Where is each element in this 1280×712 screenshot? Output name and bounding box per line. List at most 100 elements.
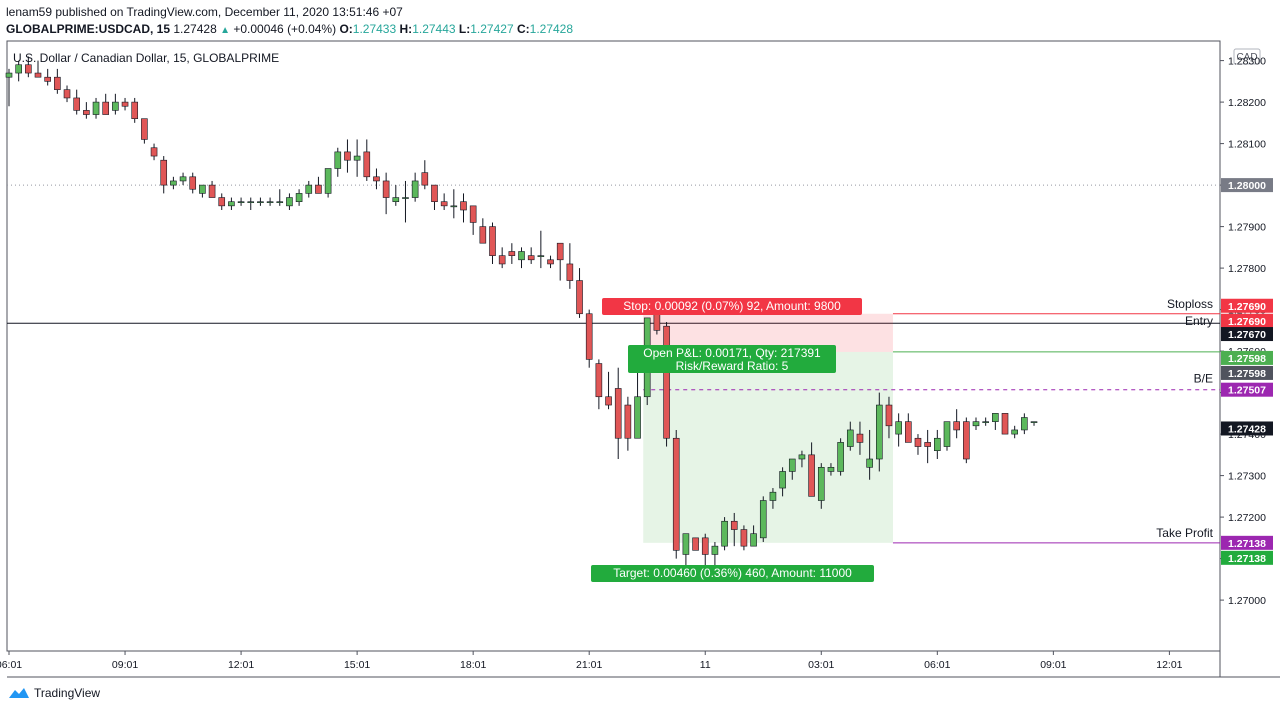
last-price-badge-text: 1.27428 (1228, 423, 1266, 435)
candle-up (247, 201, 255, 203)
candle-down (469, 205, 477, 223)
open-value: 1.27433 (352, 22, 397, 36)
candle-down (963, 421, 970, 460)
candle-down (54, 76, 61, 90)
dotted-price-badge-text: 1.28000 (1228, 180, 1266, 192)
stop-info-box-text: Stop: 0.00092 (0.07%) 92, Amount: 9800 (623, 299, 841, 313)
candle-down (44, 76, 51, 82)
stoploss-badge-2-text: 1.27690 (1228, 316, 1266, 328)
publisher-line: lenam59 published on TradingView.com, De… (6, 5, 403, 19)
x-tick-label: 12:01 (1156, 659, 1182, 671)
current-price-badge-text: 1.27670 (1228, 329, 1266, 341)
candle-up (875, 404, 883, 460)
entry-badge (1221, 350, 1273, 365)
candle-up (837, 442, 844, 472)
change-value: +0.00046 (+0.04%) (233, 22, 337, 36)
candle-up (392, 197, 400, 203)
candle-down (808, 454, 815, 497)
be-label: B/E (1194, 372, 1213, 386)
take-profit-badge-2-text: 1.27138 (1228, 553, 1266, 565)
candle-up (276, 201, 284, 203)
candle-down (663, 325, 670, 439)
candle-up (711, 545, 719, 555)
candle-down (624, 404, 632, 439)
stoploss-label: Stoploss (1167, 297, 1213, 311)
candle-down (102, 101, 109, 115)
candle-down (479, 226, 487, 244)
candle-up (682, 533, 690, 555)
candle-down (25, 64, 32, 74)
candle-down (131, 101, 139, 119)
candle-down (856, 433, 864, 443)
candle-down (614, 388, 622, 439)
x-tick-label: 18:01 (460, 659, 486, 671)
currency-badge (1233, 48, 1261, 65)
candle-down (672, 437, 680, 551)
take-profit-label: Take Profit (1156, 526, 1213, 540)
low-value: 1.27427 (470, 22, 514, 36)
take-profit-badge-2 (1221, 550, 1273, 565)
y-tick-label: 1.28300 (1228, 56, 1266, 68)
candle-up (450, 205, 458, 208)
entry-badge-2-text: 1.27598 (1228, 368, 1266, 380)
entry-badge-text: 1.27598 (1228, 353, 1266, 365)
candle-down (527, 255, 535, 261)
current-price-badge (1221, 327, 1273, 342)
entry-badge-2 (1221, 365, 1273, 380)
candle-down (1001, 413, 1009, 435)
candle-up (295, 193, 303, 202)
target-info-box (591, 565, 874, 582)
candle-up (170, 180, 177, 186)
y-tick-label: 1.27200 (1228, 512, 1266, 524)
x-tick-label: 15:01 (344, 659, 370, 671)
candle-down (701, 537, 709, 555)
candle-up (179, 176, 187, 182)
candle-up (721, 520, 728, 547)
pnl-info-box (628, 345, 836, 373)
candle-up (866, 458, 873, 468)
candle-down (585, 313, 593, 360)
candle-down (885, 404, 893, 427)
candle-up (92, 101, 100, 115)
candle-down (924, 442, 931, 447)
candle-down (498, 255, 506, 265)
candle-down (344, 151, 351, 161)
x-tick-label: 21:01 (576, 659, 602, 671)
chart-header: lenam59 published on TradingView.com, De… (6, 4, 573, 39)
candle-down (34, 72, 42, 78)
candle-down (421, 172, 429, 186)
chart-title: U.S. Dollar / Canadian Dollar, 15, GLOBA… (13, 51, 279, 65)
candle-down (576, 280, 583, 315)
candle-up (334, 151, 342, 169)
x-tick-label: 03:01 (808, 659, 834, 671)
candle-up (769, 491, 777, 501)
high-value: 1.27443 (412, 22, 456, 36)
candle-up (402, 197, 409, 199)
symbol-ohlc-line: GLOBALPRIME:USDCAD, 15 1.27428 ▲ +0.0004… (6, 22, 574, 36)
stoploss-badge (1221, 298, 1273, 313)
candle-up (817, 466, 825, 501)
candle-down (914, 437, 922, 447)
candle-down (440, 201, 448, 207)
target-info-box-text: Target: 0.00460 (0.36%) 460, Amount: 110… (613, 566, 852, 580)
candle-down (431, 184, 438, 203)
x-tick-label: 06:01 (924, 659, 950, 671)
last-price-badge (1221, 421, 1273, 436)
pnl-info-box-text: Risk/Reward Ratio: 5 (676, 359, 789, 373)
candle-down (189, 176, 197, 190)
candle-down (373, 176, 380, 182)
be-badge-text: 1.27507 (1228, 385, 1266, 397)
target-zone (643, 351, 893, 543)
candle-up (788, 458, 796, 472)
candle-up (1030, 421, 1038, 423)
candle-down (141, 118, 148, 140)
candle-up (750, 533, 757, 547)
candle-down (605, 396, 612, 406)
candle-up (5, 72, 13, 78)
footer-brand[interactable]: TradingView (8, 686, 100, 700)
y-tick-label: 1.27300 (1228, 471, 1266, 483)
candle-down (73, 97, 80, 111)
candle-up (934, 437, 941, 451)
candle-up (634, 396, 641, 439)
